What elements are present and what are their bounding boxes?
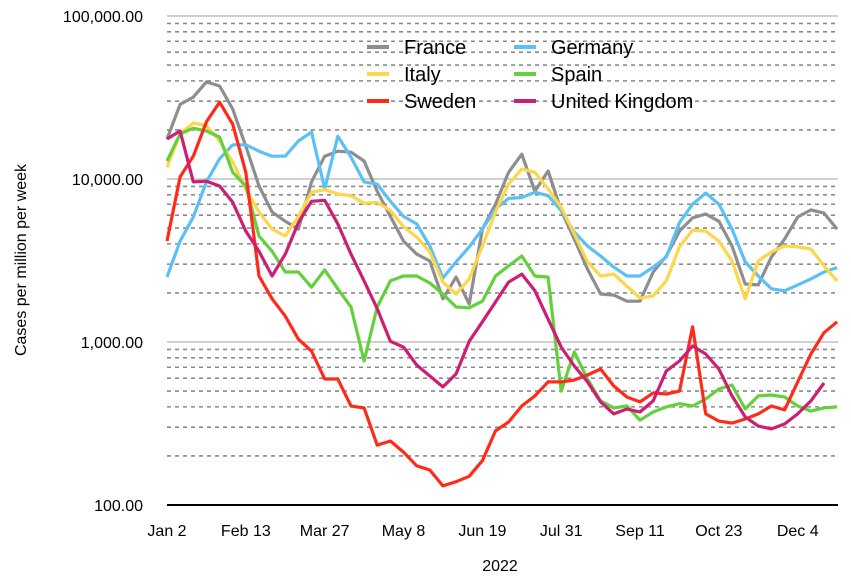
y-tick-label: 1,000.00 [81, 335, 143, 352]
legend-label: Sweden [404, 91, 476, 113]
x-tick-label: Dec 4 [777, 523, 819, 540]
x-tick-label: Sep 11 [615, 523, 665, 540]
series-line-france [165, 80, 839, 306]
y-tick-label: 10,000.00 [72, 172, 143, 189]
grid-lines [167, 15, 838, 506]
x-tick-label: Feb 13 [221, 523, 271, 540]
legend-label: France [404, 37, 466, 59]
x-tick-label: Oct 23 [695, 523, 742, 540]
y-tick-label: 100.00 [94, 498, 143, 515]
series-line-germany [165, 130, 838, 293]
x-tick-label: Jun 19 [458, 523, 506, 540]
legend-label: Italy [404, 64, 441, 86]
series-line-spain [165, 126, 838, 422]
x-tick-label: Jul 31 [540, 523, 583, 540]
y-tick-labels: 100.00 1,000.00 10,000.00 100,000.00 [63, 9, 143, 515]
y-axis-title: Cases per million per week [13, 163, 30, 356]
x-tick-label: May 8 [382, 523, 426, 540]
y-tick-label: 100,000.00 [63, 9, 143, 26]
x-tick-label: Mar 27 [300, 523, 350, 540]
series-line-sweden [165, 100, 839, 488]
series-lines [165, 80, 839, 488]
legend-label: Spain [551, 64, 602, 86]
series-line-italy [165, 121, 839, 301]
legend: France Germany Italy Spain Sweden United King… [367, 37, 693, 113]
legend-label: Germany [551, 37, 633, 59]
legend-label: United Kingdom [551, 91, 693, 113]
x-axis-title: 2022 [482, 558, 518, 575]
x-tick-labels: Jan 2 Feb 13 Mar 27 May 8 Jun 19 Jul 31 Sep 11… [147, 523, 818, 540]
x-tick-label: Jan 2 [147, 523, 186, 540]
series-line-united-kingdom [166, 129, 826, 431]
